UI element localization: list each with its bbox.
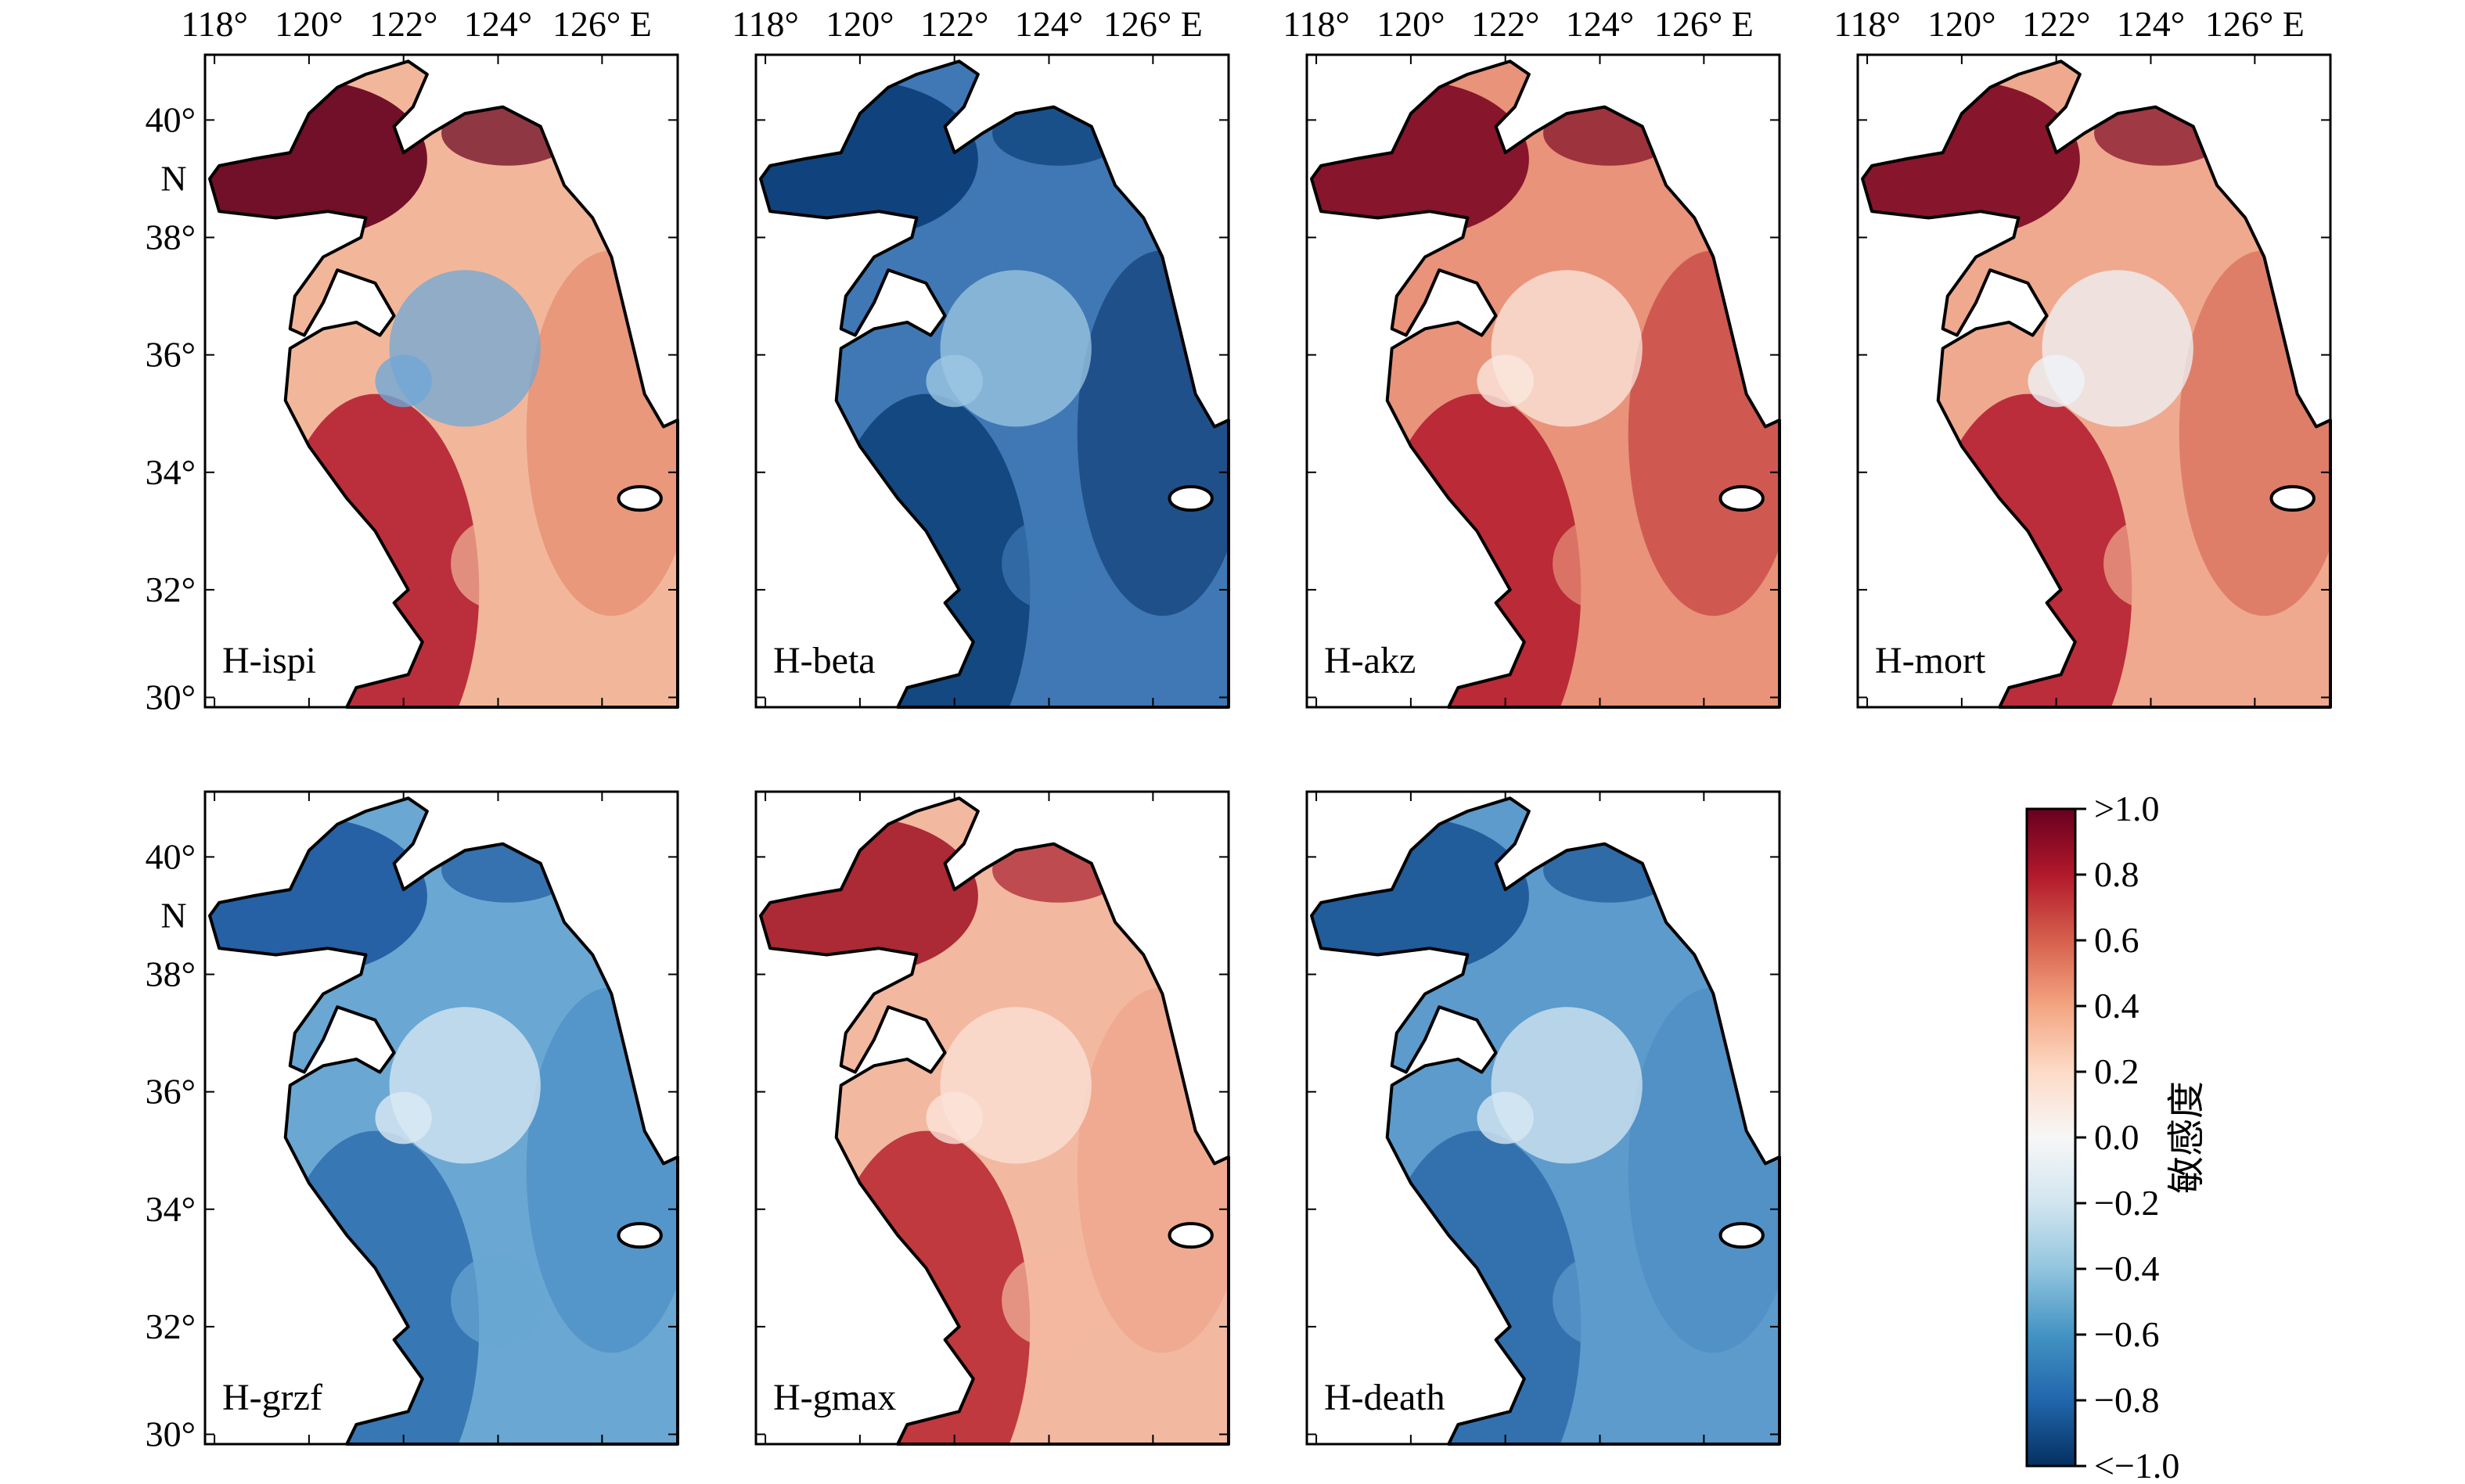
lat-tick-label: 32° (146, 1306, 196, 1346)
island (617, 1222, 663, 1249)
island (1718, 485, 1765, 512)
lon-tick-label: 120° (275, 4, 343, 44)
lat-tick-label: 40° (146, 99, 196, 139)
lon-tick-label: 118° (732, 4, 799, 44)
lat-tick-label: 30° (146, 1414, 196, 1453)
lat-unit-label: N (160, 158, 186, 198)
lat-tick-label: 34° (146, 452, 196, 492)
map-panel: 118° 120° 122° 124° 126° E H-beta (732, 4, 1230, 709)
lat-tick-label: 36° (146, 335, 196, 375)
lon-tick-label: 124° (464, 4, 532, 44)
colorbar-tick-label: −0.6 (2094, 1314, 2159, 1354)
colorbar: >1.0 0.8 0.6 0.4 0.2 0.0 −0.2 −0.4 −0.6 −0.8 <−1.0… (2025, 789, 2208, 1484)
panel-label: H-akz (1324, 640, 1416, 681)
map-panel: 40° 38° 36° 34° 32° 30° N H-grzf (146, 790, 679, 1453)
lon-tick-label: 118° (1833, 4, 1901, 44)
lon-tick-label: 122° (369, 4, 437, 44)
colorbar-title: 敏感度 (2165, 1081, 2208, 1194)
map-panel: H-death (1305, 790, 1781, 1446)
lon-tick-label: 120° (1927, 4, 1995, 44)
panel-label: H-beta (773, 640, 876, 681)
colorbar-tick-label: 0.6 (2094, 920, 2139, 960)
lat-tick-label: 36° (146, 1072, 196, 1112)
panel-label: H-death (1324, 1377, 1445, 1418)
colorbar-tick-label: 0.8 (2094, 854, 2139, 894)
colorbar-tick-label: 0.0 (2094, 1117, 2139, 1157)
map-panels: 118° 120° 122° 124° 126° E 40° 38° 36° 34° 32° 30°… (146, 4, 2332, 1453)
lat-tick-label: 30° (146, 677, 196, 717)
map-frame (203, 53, 679, 709)
coastline (759, 59, 1230, 709)
panel-label: H-grzf (222, 1377, 322, 1418)
coastline (1861, 59, 2332, 709)
colorbar-tick-label: <−1.0 (2094, 1446, 2179, 1484)
lon-tick-label: 124° (1015, 4, 1083, 44)
lat-tick-label: 32° (146, 570, 196, 609)
lon-tick-label: 126° E (2205, 4, 2305, 44)
coastline (1310, 59, 1781, 709)
island (2269, 485, 2316, 512)
island (1718, 1222, 1765, 1249)
map-frame (203, 790, 679, 1446)
lon-tick-label: 118° (181, 4, 248, 44)
colorbar-tick-label: >1.0 (2094, 789, 2159, 828)
map-panel: H-gmax (754, 790, 1230, 1446)
island (1168, 1222, 1214, 1249)
map-panel: 118° 120° 122° 124° 126° E H-akz (1283, 4, 1781, 709)
colorbar-ticks: >1.0 0.8 0.6 0.4 0.2 0.0 −0.2 −0.4 −0.6 −0.8 <−1.0 (2075, 789, 2179, 1484)
lon-tick-label: 118° (1283, 4, 1350, 44)
colorbar-tick-label: −0.2 (2094, 1183, 2159, 1223)
coastline (208, 796, 679, 1446)
map-frame (1305, 790, 1781, 1446)
map-panel: 118° 120° 122° 124° 126° E H-mort (1833, 4, 2332, 709)
colorbar-tick-label: −0.4 (2094, 1249, 2159, 1288)
island (1168, 485, 1214, 512)
lat-tick-label: 38° (146, 954, 196, 994)
coastline (759, 796, 1230, 1446)
coastline (1310, 796, 1781, 1446)
map-panel: 118° 120° 122° 124° 126° E 40° 38° 36° 34° 32° 30°… (146, 4, 679, 717)
map-frame (754, 790, 1230, 1446)
lat-tick-label: 38° (146, 217, 196, 257)
panel-label: H-ispi (222, 640, 316, 681)
lon-tick-label: 120° (826, 4, 894, 44)
lon-tick-label: 122° (920, 4, 988, 44)
coastline (208, 59, 679, 709)
colorbar-tick-label: −0.8 (2094, 1380, 2159, 1420)
map-frame (1856, 53, 2332, 709)
island (617, 485, 663, 512)
panel-label: H-gmax (773, 1377, 896, 1418)
map-frame (1305, 53, 1781, 709)
colorbar-tick-label: 0.2 (2094, 1051, 2139, 1091)
lon-tick-label: 120° (1376, 4, 1445, 44)
lon-tick-label: 126° E (552, 4, 652, 44)
lat-unit-label: N (160, 895, 186, 935)
lat-tick-label: 34° (146, 1189, 196, 1229)
lon-tick-label: 124° (1566, 4, 1634, 44)
lon-tick-label: 122° (1471, 4, 1539, 44)
map-frame (754, 53, 1230, 709)
colorbar-tick-label: 0.4 (2094, 986, 2139, 1026)
panel-label: H-mort (1875, 640, 1986, 681)
lon-tick-label: 124° (2117, 4, 2185, 44)
lat-tick-label: 40° (146, 836, 196, 876)
colorbar-gradient (2025, 807, 2077, 1468)
lon-tick-label: 126° E (1654, 4, 1754, 44)
lon-tick-label: 122° (2022, 4, 2090, 44)
lon-tick-label: 126° E (1103, 4, 1203, 44)
